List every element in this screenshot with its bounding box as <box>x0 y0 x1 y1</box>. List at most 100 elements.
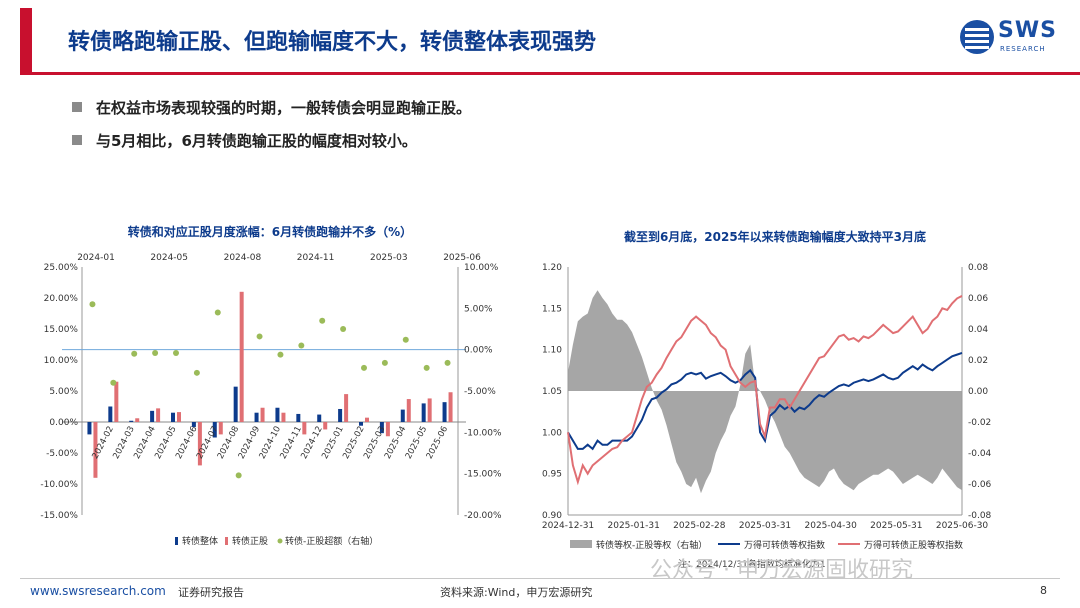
monthly-return-chart: 转债和对应正股月度涨幅：6月转债跑输并不多（%） -15.00% -10.00% -5… <box>40 224 502 547</box>
legend-label: 转债等权-正股等权（右轴） <box>596 539 707 551</box>
y-tick-left: 25.00% <box>44 263 79 273</box>
bar-stock <box>260 407 265 422</box>
scatter-excess-point <box>277 351 284 358</box>
bullet-square-icon <box>72 135 82 145</box>
watermark: 公众号 · 申万宏源固收研究 <box>650 558 913 583</box>
bar-stock <box>114 381 119 422</box>
y-tick-right: -10.00% <box>464 428 502 438</box>
bar-stock <box>93 422 98 478</box>
y-tick-left: -15.00% <box>40 511 78 521</box>
bar-convertible <box>233 386 238 422</box>
legend-label: 万得可转债等权指数 <box>744 539 825 551</box>
bar-convertible <box>442 402 447 422</box>
bar-stock <box>135 418 140 422</box>
bullet-2-text: 与5月相比，6月转债跑输正股的幅度相对较小。 <box>96 132 417 150</box>
y-tick-right: -5.00% <box>464 387 496 397</box>
sws-logo-mark <box>960 20 994 54</box>
logo-sub: RESEARCH <box>1000 45 1046 53</box>
y-tick-right: 0.02 <box>968 356 988 366</box>
bullet-1-text: 在权益市场表现较强的时期，一般转债会明显跑输正股。 <box>96 99 472 117</box>
bar-convertible <box>379 422 384 434</box>
y-tick-left: 1.15 <box>542 304 562 314</box>
y-tick-right: -0.08 <box>968 511 992 521</box>
y-tick-left: -10.00% <box>40 480 78 490</box>
bar-stock <box>323 422 328 430</box>
scatter-excess-point <box>361 364 367 371</box>
title-rule <box>20 72 1080 75</box>
top-axis-label: 2024-08 <box>224 253 262 263</box>
bar-stock <box>427 398 432 422</box>
x-tick-label: 2024-12-31 <box>542 521 594 531</box>
top-axis-label: 2024-05 <box>150 253 188 263</box>
scatter-excess-point <box>152 349 159 356</box>
y-tick-right: 0.06 <box>968 294 988 304</box>
bar-stock <box>406 399 411 422</box>
scatter-excess-point <box>193 369 200 376</box>
chart-note: 注：2024/12/31各指数均标准化为1 <box>678 558 826 570</box>
bar-convertible <box>296 413 301 422</box>
legend-swatch <box>277 538 283 544</box>
y-tick-left: -5.00% <box>46 449 78 459</box>
scatter-excess-point <box>235 472 242 479</box>
y-tick-left: 0.90 <box>542 511 562 521</box>
y-tick-right: 0.00% <box>464 346 493 356</box>
chart-title: 截至到6月底，2025年以来转债跑输幅度大致持平3月底 <box>624 229 926 244</box>
scatter-excess-point <box>131 350 138 357</box>
bar-stock <box>239 291 244 422</box>
legend-swatch <box>570 540 592 548</box>
bar-convertible <box>191 422 196 427</box>
bullet-1: 在权益市场表现较强的时期，一般转债会明显跑输正股。 <box>72 97 471 118</box>
y-tick-left: 10.00% <box>44 356 79 366</box>
bullet-2: 与5月相比，6月转债跑输正股的幅度相对较小。 <box>72 130 417 151</box>
y-tick-right: -0.04 <box>968 449 992 459</box>
page-title: 转债略跑输正股、但跑输幅度不大，转债整体表现强势 <box>68 30 597 55</box>
logo-text: SWS <box>998 18 1057 43</box>
y-tick-left: 5.00% <box>49 387 78 397</box>
y-tick-left: 20.00% <box>44 294 79 304</box>
x-tick-label: 2025-04-30 <box>805 521 858 531</box>
y-tick-left: 1.00 <box>542 428 562 438</box>
legend-label: 转债整体 <box>182 535 218 547</box>
bar-convertible <box>275 407 280 422</box>
footer-source: 资料来源:Wind，申万宏源研究 <box>440 586 593 599</box>
page-number: 8 <box>1040 584 1047 597</box>
legend-swatch <box>175 537 178 545</box>
bar-convertible <box>400 409 405 422</box>
footer-report-type: 证券研究报告 <box>178 586 244 599</box>
footer-rule <box>20 578 1060 579</box>
area-excess-series <box>568 290 962 494</box>
bar-convertible <box>254 412 259 422</box>
x-tick-label: 2025-03-31 <box>739 521 791 531</box>
title-bar: 转债略跑输正股、但跑输幅度不大，转债整体表现强势 <box>20 8 920 74</box>
y-tick-right: -20.00% <box>464 511 502 521</box>
scatter-excess-point <box>423 364 430 371</box>
legend-label: 转债正股 <box>232 535 268 547</box>
line-stock-index <box>567 295 963 486</box>
bar-stock <box>156 408 161 422</box>
scatter-excess-point <box>110 379 117 386</box>
scatter-excess-point <box>444 359 451 366</box>
bar-stock <box>197 422 202 466</box>
bar-convertible <box>421 403 426 422</box>
y-tick-left: 15.00% <box>44 325 79 335</box>
y-tick-left: 0.95 <box>542 470 562 480</box>
y-tick-left: 1.20 <box>542 263 562 273</box>
scatter-excess-point <box>319 317 326 324</box>
x-tick-label: 2025-01-31 <box>608 521 660 531</box>
scatter-excess-point <box>340 326 347 332</box>
y-tick-right: 0.00 <box>968 387 988 397</box>
bar-stock <box>365 417 369 422</box>
y-tick-right: 0.08 <box>968 263 988 273</box>
y-tick-right: -15.00% <box>464 470 502 480</box>
line-convertible-index <box>567 352 963 451</box>
scatter-excess-point <box>214 309 221 316</box>
footer-url[interactable]: www.swsresearch.com <box>30 584 166 598</box>
bar-convertible <box>171 412 175 422</box>
sws-logo: SWS RESEARCH <box>960 18 1060 62</box>
y-tick-left: 1.10 <box>542 346 562 356</box>
bar-stock <box>302 422 307 435</box>
bar-convertible <box>108 406 113 422</box>
legend-label: 转债-正股超额（右轴） <box>285 535 378 547</box>
bar-convertible <box>338 408 343 422</box>
bar-stock <box>218 422 223 435</box>
